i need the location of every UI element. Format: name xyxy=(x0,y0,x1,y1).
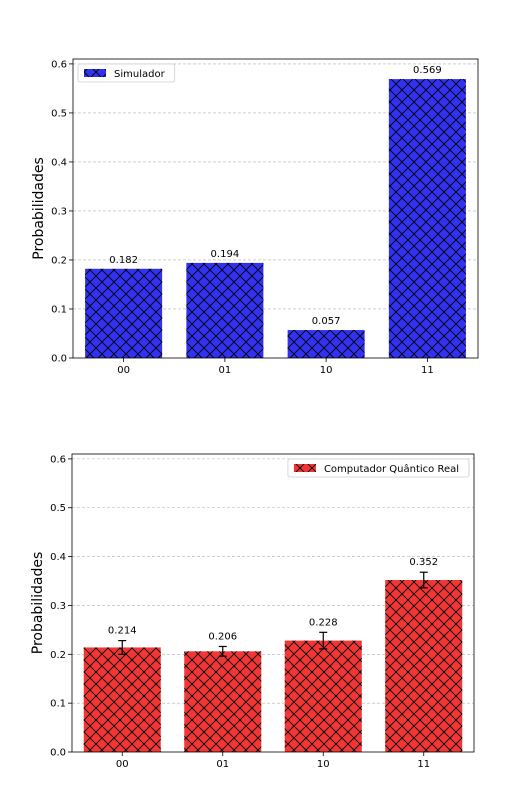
plot-frame xyxy=(71,453,475,753)
data-labels: 0.214 0.206 0.228 0.352 xyxy=(108,557,438,642)
legend-box xyxy=(287,458,470,478)
y-tick-label: 0.4 xyxy=(51,157,67,168)
legend-label: Computador Quântico Real xyxy=(324,463,459,475)
y-tick-label: 0.3 xyxy=(51,206,67,217)
y-ticks: 0.0 0.1 0.2 0.3 0.4 0.5 0.6 xyxy=(51,59,73,365)
legend-label: Simulador xyxy=(114,69,166,80)
x-tick-label: 11 xyxy=(417,759,430,770)
y-tick-label: 0.5 xyxy=(51,108,67,119)
y-tick-label: 0.1 xyxy=(51,304,67,315)
legend-swatch-hatch xyxy=(293,464,316,472)
y-tick-label: 0.3 xyxy=(50,601,66,612)
x-tick-label: 10 xyxy=(320,365,333,376)
y-tick-label: 0.0 xyxy=(51,354,67,365)
bar-hatch xyxy=(287,330,365,358)
error-bars xyxy=(118,571,428,657)
y-ticks: 0.0 0.1 0.2 0.3 0.4 0.5 0.6 xyxy=(50,454,72,759)
bar-hatch xyxy=(85,268,163,358)
bar-value-label: 0.214 xyxy=(108,626,137,637)
bar-value-label: 0.182 xyxy=(109,255,138,266)
bars xyxy=(83,580,463,752)
bar-hatch xyxy=(184,651,262,752)
y-tick-label: 0.6 xyxy=(50,454,66,465)
data-labels: 0.182 0.194 0.057 0.569 xyxy=(109,65,441,327)
y-tick-label: 0.2 xyxy=(51,255,67,266)
bar-value-label: 0.194 xyxy=(211,249,240,260)
x-ticks: 00 01 10 11 xyxy=(116,752,430,770)
bar-hatch xyxy=(385,580,463,752)
bar-value-label: 0.228 xyxy=(309,617,338,628)
legend-box xyxy=(77,63,176,83)
bars xyxy=(85,79,466,359)
y-tick-label: 0.4 xyxy=(50,552,66,563)
bar-hatch xyxy=(83,647,161,752)
x-ticks: 00 01 10 11 xyxy=(117,358,434,376)
bar-hatch xyxy=(186,262,264,358)
y-tick-label: 0.5 xyxy=(50,503,66,514)
bar-hatch xyxy=(284,640,362,752)
x-tick-label: 01 xyxy=(216,759,229,770)
legend: Simulador xyxy=(77,63,176,83)
bar-value-label: 0.206 xyxy=(208,631,237,642)
x-tick-label: 00 xyxy=(117,365,130,376)
bar-value-label: 0.569 xyxy=(413,65,442,76)
y-tick-label: 0.2 xyxy=(50,650,66,661)
y-axis-label: Probabilidades xyxy=(30,552,46,655)
x-tick-label: 01 xyxy=(219,365,232,376)
plot-frame xyxy=(72,58,479,359)
bar-hatch xyxy=(388,79,466,359)
bar-value-label: 0.057 xyxy=(312,316,341,327)
x-tick-label: 11 xyxy=(421,365,434,376)
legend-swatch-hatch xyxy=(84,69,106,77)
legend: Computador Quântico Real xyxy=(287,458,470,478)
y-tick-label: 0.0 xyxy=(50,748,66,759)
y-tick-label: 0.6 xyxy=(51,59,67,70)
bar-value-label: 0.352 xyxy=(409,557,438,568)
x-tick-label: 10 xyxy=(317,759,330,770)
y-tick-label: 0.1 xyxy=(50,699,66,710)
y-axis-label: Probabilidades xyxy=(31,157,47,260)
x-tick-label: 00 xyxy=(116,759,129,770)
